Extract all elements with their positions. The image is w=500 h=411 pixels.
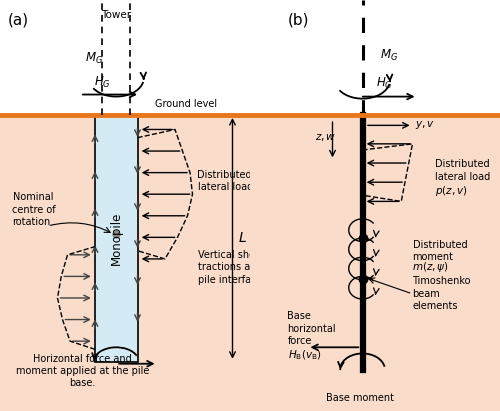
Text: $M_G$: $M_G$ — [380, 48, 398, 63]
Bar — [0, 115, 250, 411]
Text: Tower: Tower — [101, 10, 132, 20]
Text: Distributed
lateral load: Distributed lateral load — [198, 170, 253, 192]
Text: Nominal
centre of
rotation: Nominal centre of rotation — [12, 192, 56, 227]
Bar — [250, 0, 500, 115]
Text: Vertical shear
tractions at soil-
pile interface: Vertical shear tractions at soil- pile i… — [198, 250, 277, 284]
Text: Base moment: Base moment — [326, 393, 394, 402]
Text: Monopile: Monopile — [110, 212, 123, 265]
Text: Ground level: Ground level — [155, 99, 217, 109]
Text: (b): (b) — [288, 12, 309, 27]
Text: $z,w$: $z,w$ — [315, 132, 336, 143]
Bar — [0, 0, 250, 115]
Text: $H_G$: $H_G$ — [94, 74, 111, 90]
Text: Timoshenko
beam
elements: Timoshenko beam elements — [412, 277, 471, 311]
Text: $H_G$: $H_G$ — [376, 76, 393, 91]
Text: Distributed
lateral load: Distributed lateral load — [435, 159, 490, 182]
Text: $y,v$: $y,v$ — [415, 119, 435, 132]
Text: Distributed
moment: Distributed moment — [412, 240, 467, 262]
Text: $H_{\rm B}(v_{\rm B})$: $H_{\rm B}(v_{\rm B})$ — [288, 349, 321, 363]
Text: $M_{\rm B}(\psi_{\rm B})$: $M_{\rm B}(\psi_{\rm B})$ — [342, 409, 378, 411]
Text: Horizontal force and
moment applied at the pile
base.: Horizontal force and moment applied at t… — [16, 353, 149, 388]
Bar — [95, 115, 138, 362]
Text: $m(z,\psi)$: $m(z,\psi)$ — [412, 260, 450, 274]
Text: $M_G$: $M_G$ — [84, 51, 103, 66]
Text: $L$: $L$ — [238, 231, 246, 245]
Text: Base
horizontal
force: Base horizontal force — [288, 312, 336, 346]
Text: $p(z,v)$: $p(z,v)$ — [435, 184, 468, 198]
Bar — [250, 115, 500, 411]
Text: (a): (a) — [8, 12, 28, 27]
